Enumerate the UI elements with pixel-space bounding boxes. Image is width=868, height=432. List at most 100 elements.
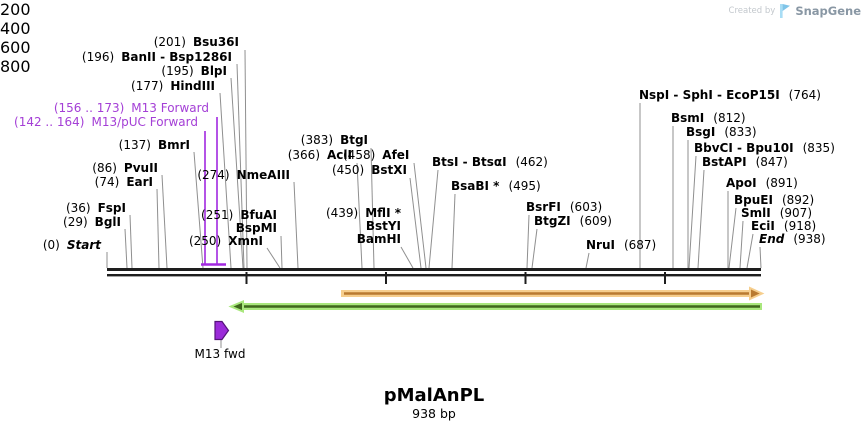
site-name: BsrFI <box>526 200 561 214</box>
orange-feature-arrow[interactable] <box>341 286 765 301</box>
site-label-hindiii[interactable]: (177) HindIII <box>131 80 215 93</box>
site-label-acli[interactable]: (366) AclI <box>288 149 352 162</box>
site-name: HindIII <box>170 79 215 93</box>
green-feature-arrow[interactable] <box>228 300 762 313</box>
site-label-bstyi[interactable]: BstYI <box>366 220 401 233</box>
primer-range: (142 .. 164) <box>14 115 85 129</box>
site-name: BamHI <box>356 232 401 246</box>
site-name: EarI <box>126 175 153 189</box>
site-position: (687) <box>623 238 657 252</box>
site-position: (74) <box>94 175 120 189</box>
site-label-bamhi[interactable]: BamHI <box>357 233 401 246</box>
site-label-ecii[interactable]: EciI (918) <box>751 220 816 233</box>
site-position: (36) <box>65 201 91 215</box>
site-name: Bsu36I <box>193 35 239 49</box>
site-name: BsgI <box>686 125 716 139</box>
site-name: BstAPI <box>702 155 747 169</box>
site-name: BpuEI <box>734 193 773 207</box>
site-label-bgli[interactable]: (29) BglI <box>63 216 121 229</box>
site-position: (274) <box>197 168 230 182</box>
primer-bracket <box>201 117 226 266</box>
site-position: (137) <box>118 138 151 152</box>
site-name: BanII - Bsp1286I <box>121 50 232 64</box>
plasmid-title: pMalAnPL <box>383 385 485 406</box>
site-name: BglI <box>94 215 121 229</box>
m13-fwd-arrow-icon[interactable] <box>214 320 230 341</box>
site-label-banii-bsp1286i[interactable]: (196) BanII - Bsp1286I <box>82 51 232 64</box>
site-label-nrui[interactable]: NruI (687) <box>586 239 656 252</box>
site-name: BmrI <box>157 138 190 152</box>
site-label-bsrfi[interactable]: BsrFI (603) <box>526 201 602 214</box>
site-position: (439) <box>325 206 359 220</box>
site-position: (891) <box>765 176 798 190</box>
site-name: BlpI <box>200 64 227 78</box>
site-position: (495) <box>508 179 541 193</box>
site-label-nmeaiii[interactable]: (274) NmeAIII <box>197 169 290 182</box>
ruler-tick-200: 200 <box>0 0 31 19</box>
site-name: PvuII <box>123 161 158 175</box>
site-position: (835) <box>802 141 835 155</box>
site-label-bfuai[interactable]: (251) BfuAI <box>201 209 277 222</box>
site-position: (383) <box>300 133 334 147</box>
site-position: (177) <box>131 79 164 93</box>
site-position: (918) <box>783 219 817 233</box>
site-name: BtgZI <box>534 214 571 228</box>
site-label-bsmi[interactable]: BsmI (812) <box>671 112 746 125</box>
site-label-bmri[interactable]: (137) BmrI <box>119 139 190 152</box>
site-label-fspi[interactable]: (36) FspI <box>66 202 126 215</box>
site-label-apoi[interactable]: ApoI (891) <box>726 177 798 190</box>
site-label-bbvci-bpu10i[interactable]: BbvCI - Bpu10I (835) <box>694 142 835 155</box>
site-position: (764) <box>788 88 821 102</box>
site-label-smli[interactable]: SmlI (907) <box>741 207 812 220</box>
primer-range: (156 .. 173) <box>53 101 125 115</box>
site-position: (609) <box>579 214 612 228</box>
site-position: (603) <box>569 200 603 214</box>
site-label-xmni[interactable]: (250) XmnI <box>189 235 263 248</box>
site-name: BspMI <box>235 221 277 235</box>
created-by-text: Created by <box>728 6 776 16</box>
site-label-bspmi[interactable]: BspMI <box>236 222 277 235</box>
site-position: (29) <box>63 215 88 229</box>
site-name: EciI <box>751 219 775 233</box>
site-label-pvuii[interactable]: (86) PvuII <box>92 162 158 175</box>
site-position: (250) <box>188 234 222 248</box>
site-name: BtsI - BtsαI <box>432 155 507 169</box>
watermark: Created by SnapGene <box>729 4 861 18</box>
site-name: BsaBI * <box>451 179 500 193</box>
site-label-afei[interactable]: (458) AfeI <box>343 149 409 162</box>
site-label-bsgi[interactable]: BsgI (833) <box>686 126 757 139</box>
site-label-btgzi[interactable]: BtgZI (609) <box>534 215 612 228</box>
site-position: (892) <box>781 193 815 207</box>
site-label-start[interactable]: (0) Start <box>43 239 101 252</box>
site-label-bsabi[interactable]: BsaBI * (495) <box>451 180 541 193</box>
site-name: NruI <box>586 238 615 252</box>
site-label-bpuei[interactable]: BpuEI (892) <box>734 194 814 207</box>
site-label-bsu36i[interactable]: (201) Bsu36I <box>154 36 239 49</box>
ruler-tick-400: 400 <box>0 19 31 38</box>
site-label-bstxi[interactable]: (450) BstXI <box>332 164 407 177</box>
site-label-bstapi[interactable]: BstAPI (847) <box>702 156 788 169</box>
site-label-mfli[interactable]: (439) MflI * <box>326 207 401 220</box>
primer-name: M13 Forward <box>131 101 209 115</box>
ruler-ticks <box>245 272 666 284</box>
site-label-blpi[interactable]: (195) BlpI <box>161 65 227 78</box>
site-position: (938) <box>793 232 826 246</box>
primer-label-m13-puc-forward[interactable]: (142 .. 164) M13/pUC Forward <box>14 116 198 129</box>
site-label-btsi-btsai[interactable]: BtsI - BtsαI (462) <box>432 156 548 169</box>
site-position: (833) <box>724 125 757 139</box>
feature-label-m13-fwd[interactable]: M13 fwd <box>194 347 246 361</box>
site-label-btgi[interactable]: (383) BtgI <box>301 134 368 147</box>
site-position: (201) <box>153 35 186 49</box>
site-name: BfuAI <box>240 208 277 222</box>
site-position: (907) <box>779 206 813 220</box>
site-label-nspi-sphi-ecop15i[interactable]: NspI - SphI - EcoP15I (764) <box>639 89 821 102</box>
site-position: (0) <box>42 238 60 252</box>
site-position: (458) <box>343 148 376 162</box>
site-label-eari[interactable]: (74) EarI <box>95 176 153 189</box>
site-label-end[interactable]: End (938) <box>759 233 826 246</box>
primer-name: M13/pUC Forward <box>91 115 198 129</box>
snapgene-logo-icon <box>779 4 791 18</box>
ruler-tick-800: 800 <box>0 57 31 76</box>
primer-label-m13-forward[interactable]: (156 .. 173) M13 Forward <box>54 102 209 115</box>
site-name: ApoI <box>726 176 757 190</box>
